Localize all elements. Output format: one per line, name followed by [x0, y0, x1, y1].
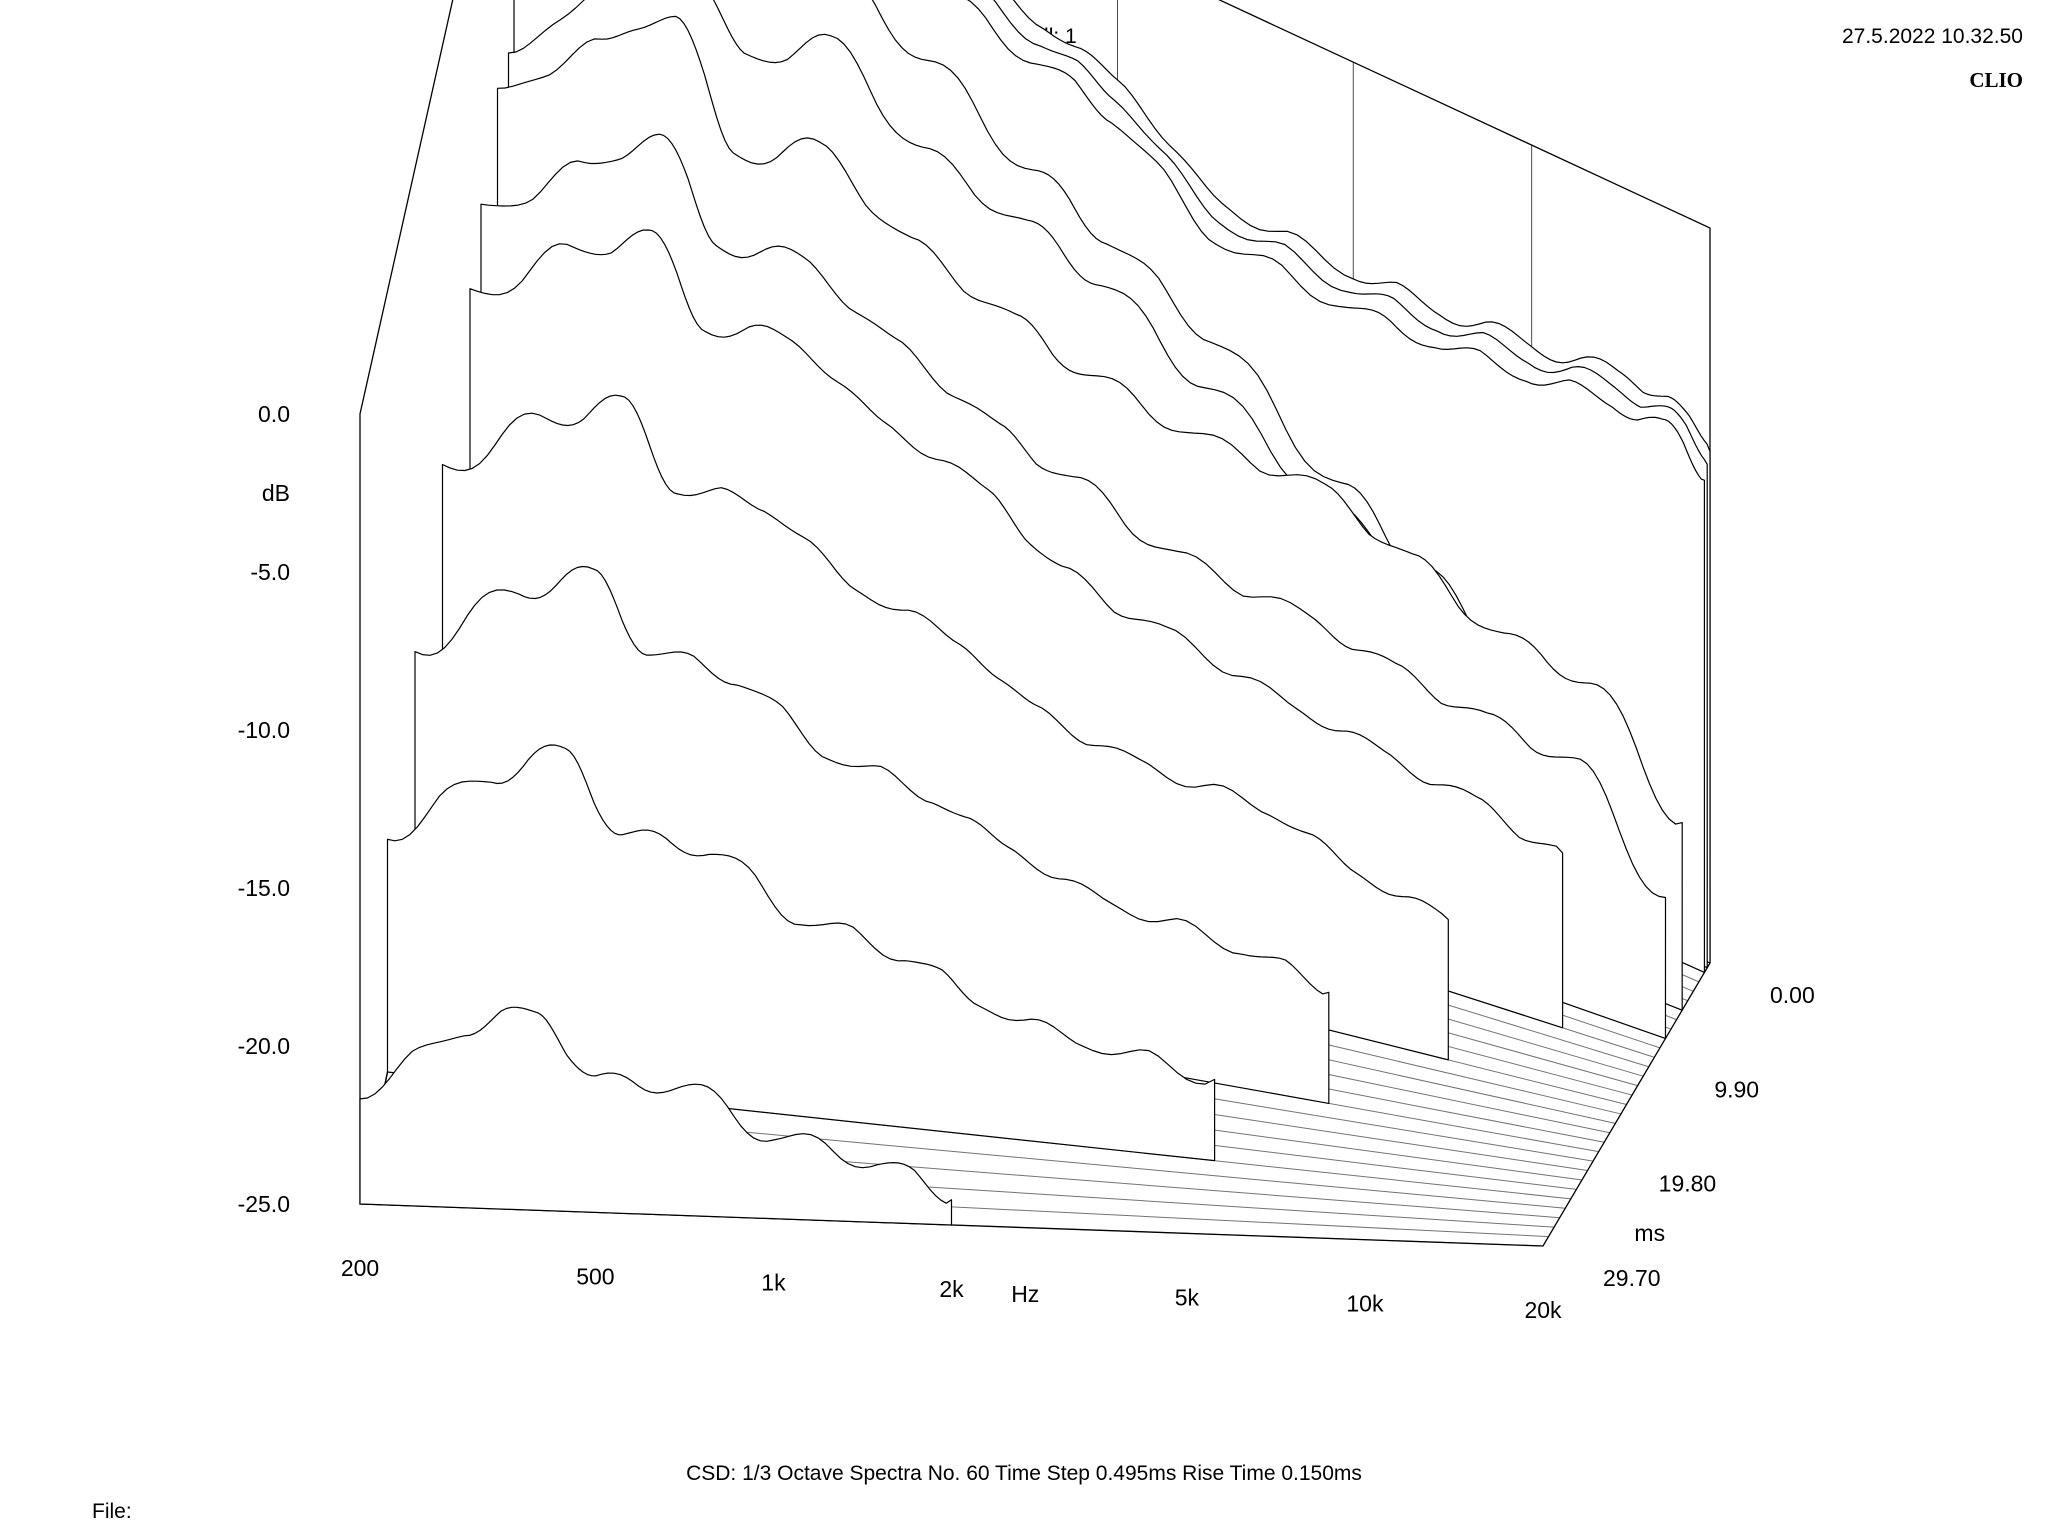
x-tick-label: 5k: [1175, 1284, 1200, 1310]
z-tick-label: 29.70: [1603, 1265, 1661, 1291]
spectrum-slice: [359, 1006, 953, 1226]
y-tick-label: 0.0: [258, 401, 290, 427]
brand-logo-text: CLIO: [1969, 68, 2023, 92]
axis-labels: 0.0 -5.0 -10.0 -15.0 -20.0 -25.0 dB 200 500 1k 2k 5…: [238, 401, 1815, 1323]
file-label: File:: [92, 1500, 132, 1523]
y-tick-label: -25.0: [238, 1191, 290, 1217]
timestamp: 27.5.2022 10.32.50: [1841, 25, 2023, 48]
x-tick-label: 1k: [761, 1270, 786, 1296]
y-tick-label: -5.0: [250, 559, 290, 585]
x-axis-label: Hz: [1011, 1281, 1039, 1307]
y-tick-label: -20.0: [238, 1033, 290, 1059]
x-tick-label: 20k: [1524, 1297, 1562, 1323]
y-axis-label: dB: [262, 480, 290, 506]
y-tick-label: -10.0: [238, 717, 290, 743]
measurement-info: CSD: 1/3 Octave Spectra No. 60 Time Step…: [686, 1462, 1362, 1485]
spectrum-slice: [441, 394, 1449, 1061]
z-tick-label: 19.80: [1659, 1171, 1717, 1197]
x-tick-label: 10k: [1346, 1291, 1384, 1317]
spectra-slices: [359, 0, 1711, 1226]
y-tick-label: -15.0: [238, 875, 290, 901]
x-tick-label: 500: [576, 1263, 614, 1289]
z-axis-label: ms: [1634, 1220, 1665, 1246]
spectrum-slice: [386, 744, 1216, 1162]
x-tick-label: 2k: [939, 1276, 964, 1302]
z-tick-label: 0.00: [1770, 982, 1815, 1008]
z-tick-label: 9.90: [1714, 1076, 1759, 1102]
x-tick-label: 200: [341, 1255, 379, 1281]
